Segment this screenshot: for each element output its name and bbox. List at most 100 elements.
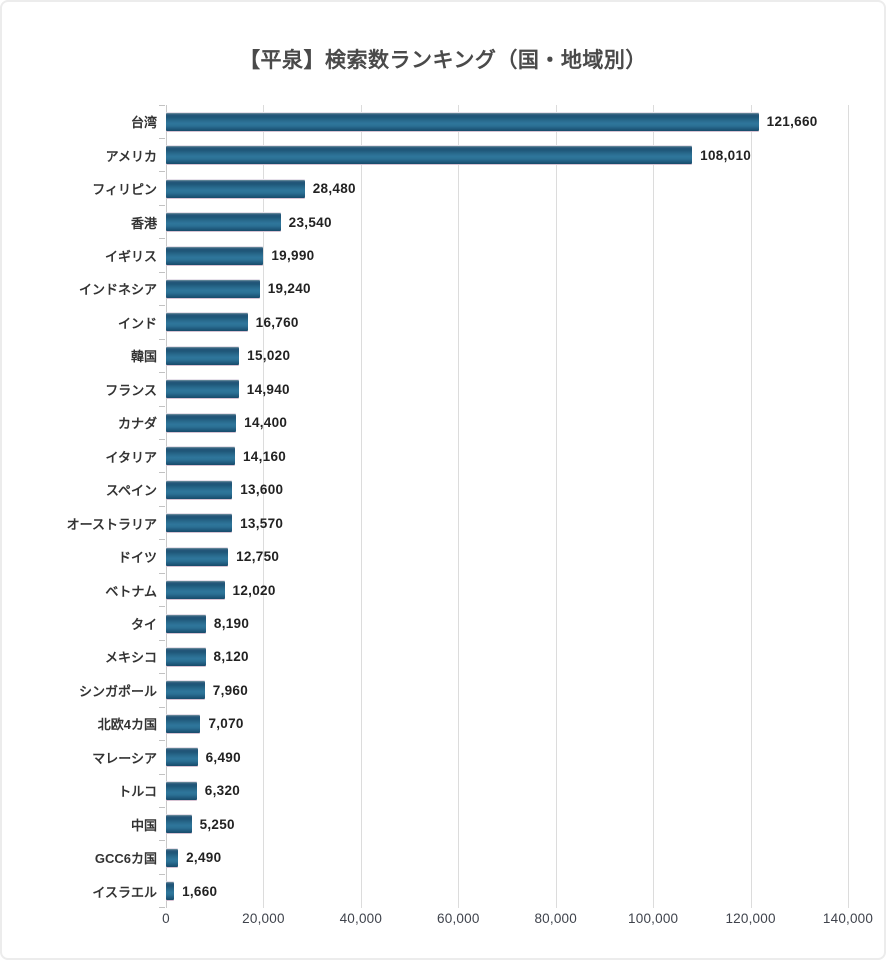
- table-row: イスラエル 1,660: [0, 874, 848, 909]
- bar-area: 6,490: [166, 741, 848, 774]
- table-row: メキシコ 8,120: [0, 640, 848, 675]
- bar: [166, 848, 179, 867]
- bar: [166, 514, 233, 533]
- bar-area: 12,020: [166, 573, 848, 606]
- bar: [166, 681, 205, 700]
- table-row: インドネシア 19,240: [0, 272, 848, 307]
- bar-area: 14,400: [166, 406, 848, 439]
- x-tick-label: 80,000: [534, 911, 577, 926]
- bar: [166, 447, 235, 466]
- category-label: マレーシア: [92, 750, 157, 766]
- category-label: 中国: [130, 817, 157, 833]
- value-label: 15,020: [247, 348, 291, 364]
- bar: [166, 614, 206, 633]
- bar: [166, 179, 305, 198]
- table-row: 北欧4カ国 7,070: [0, 707, 848, 742]
- value-label: 19,240: [267, 281, 311, 297]
- value-label: 7,070: [208, 716, 244, 732]
- category-label: ベトナム: [105, 583, 157, 599]
- table-row: イタリア 14,160: [0, 440, 848, 474]
- category-label: メキシコ: [104, 650, 157, 666]
- bar: [166, 480, 233, 499]
- value-label: 12,750: [236, 549, 280, 565]
- gridline: [458, 105, 460, 908]
- table-row: フィリピン 28,480: [0, 172, 848, 207]
- x-tick-label: 40,000: [339, 911, 383, 926]
- x-tick-label: 20,000: [242, 911, 285, 926]
- bar: [166, 882, 175, 901]
- bar-area: 23,540: [166, 205, 848, 238]
- category-label: フランス: [105, 382, 157, 398]
- x-tick-label: 120,000: [725, 911, 776, 926]
- bar: [166, 213, 281, 232]
- bar-area: 121,660: [166, 105, 848, 138]
- bar: [166, 581, 225, 600]
- bar-area: 19,990: [166, 239, 848, 272]
- bar-area: 6,320: [166, 774, 848, 807]
- category-label: GCC6カ国: [94, 851, 157, 867]
- value-label: 13,600: [240, 482, 284, 498]
- value-label: 2,490: [186, 850, 222, 866]
- bar-area: 8,120: [166, 640, 848, 673]
- value-label: 8,120: [213, 649, 249, 665]
- bar: [166, 112, 759, 131]
- table-row: カナダ 14,400: [0, 406, 848, 441]
- category-label: イタリア: [105, 449, 157, 465]
- table-row: GCC6カ国 2,490: [0, 841, 848, 876]
- bar-area: 13,570: [166, 506, 848, 539]
- gridline: [848, 105, 849, 908]
- table-row: 香港 23,540: [0, 205, 848, 240]
- bar-area: 2,490: [166, 841, 848, 874]
- value-label: 108,010: [700, 147, 752, 163]
- bar-area: 14,160: [166, 440, 848, 473]
- bar: [166, 781, 197, 800]
- category-label: カナダ: [117, 416, 157, 432]
- value-label: 16,760: [255, 314, 299, 330]
- table-row: 中国 5,250: [0, 808, 848, 842]
- category-label: ドイツ: [117, 550, 157, 566]
- table-row: アメリカ 108,010: [0, 138, 848, 173]
- gridline: [555, 105, 557, 908]
- value-label: 14,400: [244, 415, 288, 431]
- bar: [166, 146, 693, 165]
- gridlines: [166, 105, 849, 908]
- table-row: オーストラリア 13,570: [0, 506, 848, 541]
- value-label: 8,190: [213, 616, 250, 632]
- category-label: インド: [117, 315, 157, 331]
- x-axis-tick-labels: 0 20,000 40,000 60,000 80,000 100,000 120,000 1…: [162, 911, 873, 933]
- bar-area: 108,010: [166, 138, 848, 171]
- value-label: 6,320: [204, 783, 241, 799]
- gridline: [750, 105, 752, 908]
- bar-area: 8,190: [166, 607, 848, 640]
- x-tick-label: 140,000: [822, 911, 874, 926]
- category-label: アメリカ: [105, 148, 157, 164]
- bar-area: 7,960: [166, 674, 848, 707]
- value-label: 12,020: [232, 582, 276, 598]
- table-row: ベトナム 12,020: [0, 573, 848, 608]
- category-label: スペイン: [105, 483, 157, 499]
- table-row: シンガポール 7,960: [0, 674, 848, 709]
- value-label: 19,990: [271, 248, 315, 264]
- category-label: タイ: [130, 617, 157, 633]
- bar: [166, 380, 239, 399]
- value-label: 28,480: [312, 181, 356, 197]
- bar: [166, 413, 237, 432]
- category-label: 韓国: [130, 349, 157, 365]
- bar: [166, 346, 240, 365]
- bar-area: 1,660: [166, 874, 848, 907]
- bar-area: 15,020: [166, 339, 848, 372]
- category-label: トルコ: [118, 784, 157, 800]
- gridline: [263, 105, 265, 908]
- category-label: シンガポール: [78, 683, 157, 699]
- gridline: [360, 105, 362, 908]
- category-label: インドネシア: [78, 282, 157, 298]
- bar: [166, 748, 198, 767]
- x-tick-label: 0: [162, 911, 170, 926]
- bar-area: 19,240: [166, 272, 848, 305]
- bar-area: 5,250: [166, 808, 848, 841]
- bar-rows: 台湾 121,660 アメリカ 108,010 フィリピン 28,480 香港 23,540 イ…: [0, 104, 848, 909]
- value-label: 13,570: [240, 515, 284, 531]
- category-label: フィリピン: [92, 182, 157, 198]
- category-label: イスラエル: [92, 884, 157, 900]
- category-label: 台湾: [130, 115, 157, 131]
